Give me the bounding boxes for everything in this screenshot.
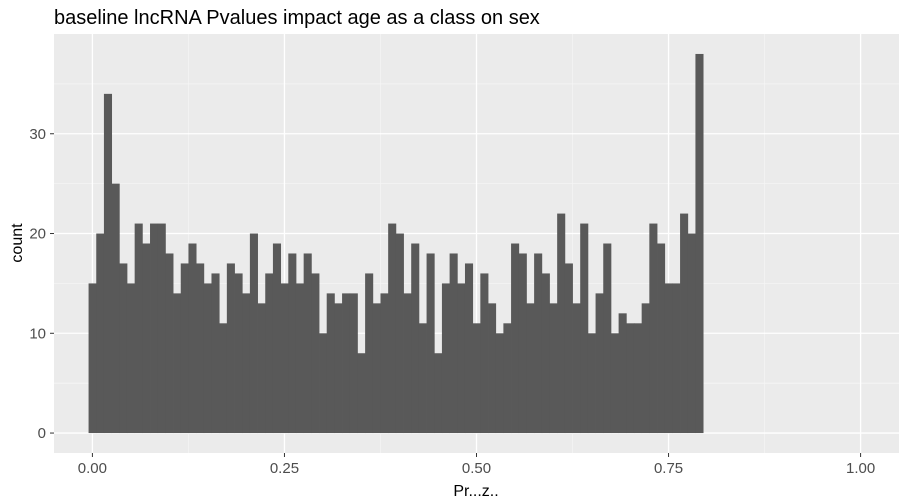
y-axis-title: count [9,223,26,263]
histogram-bar [150,223,159,434]
histogram-bar [534,253,543,434]
histogram-bar [503,323,512,434]
histogram-bar [541,273,550,434]
histogram-bar [342,293,351,434]
histogram-bar [257,303,266,434]
x-axis: 0.00 0.25 0.50 0.75 1.00 [78,453,875,477]
chart-title: baseline lncRNA Pvalues impact age as a … [54,7,540,29]
histogram-bar [196,263,205,434]
histogram-bar [680,213,689,434]
x-tick-label: 0.50 [462,460,491,477]
histogram-bar [664,283,673,434]
histogram-bar [457,283,466,434]
histogram-bar [203,283,212,434]
histogram-bar [603,243,612,434]
histogram-bar [326,293,335,434]
histogram-bar [280,283,289,434]
histogram-bar [657,243,666,434]
histogram-bar [641,303,650,434]
histogram-bar [403,293,412,434]
histogram-bar [511,243,520,434]
histogram-bar [564,263,573,434]
histogram-bar [649,223,658,434]
histogram-bar [211,273,220,434]
histogram-bar [134,223,143,434]
histogram-bar [633,323,643,434]
histogram-bar [695,53,704,434]
histogram-bar [557,213,566,434]
histogram-bar [372,303,381,434]
histogram-bar [303,253,312,434]
x-axis-title: Pr...z.. [453,483,498,500]
histogram-bar [526,303,535,434]
histogram-bar [265,273,274,434]
histogram-bar [142,243,151,434]
histogram-bar [349,293,358,434]
histogram-bar [173,293,182,434]
histogram-bar [434,353,443,434]
histogram-bar [488,303,497,434]
histogram-bar [518,253,527,434]
histogram-bar [111,183,120,434]
histogram-bar [472,323,481,434]
histogram-bar [572,303,581,434]
histogram-bar [88,283,97,434]
histogram-bar [580,223,589,434]
histogram-bar [119,263,128,434]
histogram-bar [449,253,458,434]
histogram-bar [388,223,397,434]
histogram-bar [272,243,282,434]
histogram-bar [96,233,105,434]
y-tick-label: 0 [38,425,46,442]
histogram-bar [672,283,681,434]
histogram-bar [618,313,627,434]
histogram-bar [595,293,604,434]
histogram-bar [234,273,243,434]
histogram-bar [288,253,297,434]
histogram-bar [126,283,136,434]
histogram-bar [365,273,374,434]
histogram-bars [88,53,704,434]
histogram-bar [180,263,189,434]
histogram-bar [103,93,113,434]
histogram-bar [165,253,174,434]
y-tick-label: 30 [29,126,46,143]
histogram-bar [157,223,166,434]
histogram-bar [311,273,320,434]
histogram-bar [464,263,474,434]
histogram-bar [687,233,696,434]
y-tick-label: 10 [29,325,46,342]
y-tick-label: 20 [29,226,46,243]
histogram-bar [549,303,558,434]
histogram-bar [426,253,435,434]
histogram-bar [334,303,343,434]
histogram-bar [395,233,404,434]
x-tick-label: 0.00 [78,460,107,477]
histogram-bar [249,233,258,434]
histogram-bar [295,283,305,434]
histogram-bar [626,323,635,434]
histogram-bar [587,333,596,434]
x-tick-label: 0.25 [270,460,299,477]
histogram-bar [226,263,235,434]
histogram-bar [357,353,366,434]
histogram-bar [495,333,504,434]
histogram-bar [610,333,620,434]
histogram-bar [188,243,197,434]
y-axis: 0 10 20 30 [29,126,54,442]
histogram-bar [480,273,489,434]
x-tick-label: 0.75 [654,460,683,477]
histogram-bar [319,333,328,434]
histogram-bar [242,293,251,434]
histogram-bar [380,293,389,434]
histogram-bar [441,283,451,434]
histogram-bar [411,243,420,434]
histogram-bar [418,323,427,434]
x-tick-label: 1.00 [846,460,875,477]
histogram-bar [219,323,228,434]
